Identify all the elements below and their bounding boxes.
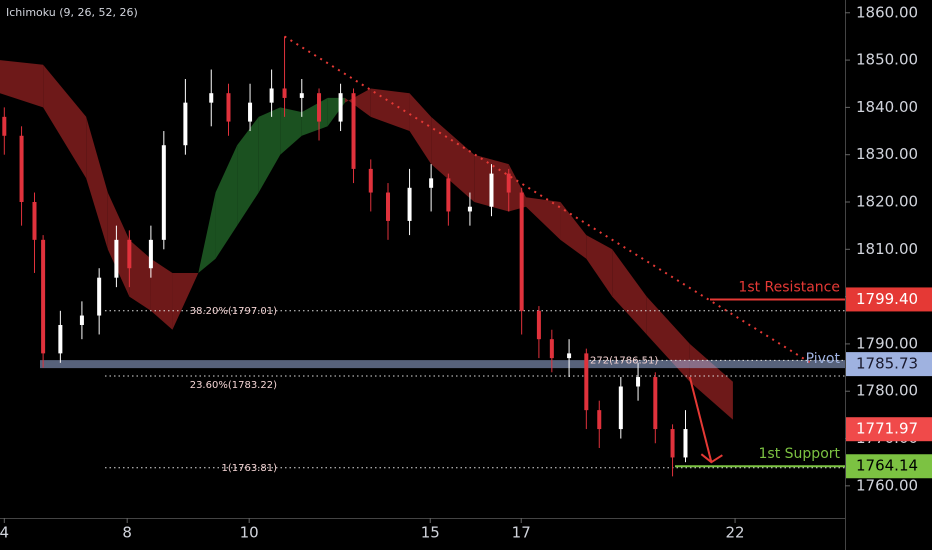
candle-body — [636, 377, 641, 387]
cloud-segment — [129, 239, 151, 311]
level-name: 1st Resistance — [738, 279, 840, 295]
price-tag-label: 1785.73 — [856, 355, 918, 373]
price-tag — [846, 454, 932, 479]
fib-label: 1(1763.81) — [221, 463, 277, 474]
y-tick-label: 1860.00 — [856, 3, 918, 21]
candle-body — [618, 386, 623, 430]
fib-label: 23.60%(1783.22) — [190, 380, 277, 391]
candle-body — [386, 192, 391, 221]
candle-body — [683, 429, 688, 458]
cloud-segment — [215, 145, 238, 259]
y-tick-label: 1830.00 — [856, 145, 918, 163]
candle-body — [97, 277, 102, 316]
level-name: Pivot — [806, 351, 841, 367]
trend-line — [284, 35, 812, 364]
x-tick-label: 22 — [726, 524, 745, 542]
candle-body — [597, 410, 602, 430]
candle-body — [114, 239, 119, 278]
y-tick-label: 1790.00 — [856, 334, 918, 352]
cloud-segment — [43, 64, 87, 179]
cloud-segment — [431, 116, 475, 202]
fib-label: 272(1786.51) — [590, 355, 658, 366]
cloud-segment — [172, 272, 199, 330]
arrow-shaft — [688, 376, 713, 463]
cloud-segment — [370, 88, 410, 132]
cloud-segment — [409, 93, 432, 165]
x-tick-label: 8 — [122, 524, 132, 542]
y-tick-label: 1780.00 — [856, 382, 918, 400]
candle-body — [429, 178, 434, 188]
candle-body — [506, 173, 511, 193]
cloud-segment — [344, 88, 371, 117]
arrow-head — [700, 453, 723, 464]
candle-body — [79, 315, 84, 325]
candle-body — [127, 239, 132, 269]
cloud-segment — [86, 116, 108, 250]
price-tag — [846, 352, 932, 377]
x-tick-label: 17 — [512, 524, 531, 542]
cloud-segment — [560, 201, 587, 259]
cloud-segment — [301, 97, 328, 136]
candle-body — [670, 429, 675, 458]
cloud-segment — [280, 107, 302, 155]
cloud-segment — [237, 116, 259, 226]
cloud-segment — [0, 60, 44, 108]
candle-body — [58, 324, 63, 354]
last-price-label: 1771.97 — [856, 420, 918, 438]
candle-body — [489, 173, 494, 207]
candle-body — [368, 168, 373, 193]
price-tag-label: 1764.14 — [856, 457, 918, 475]
y-tick-label: 1840.00 — [856, 98, 918, 116]
candle-body — [467, 206, 472, 212]
candle-body — [567, 353, 572, 359]
cloud-segment — [107, 192, 130, 297]
candle-body — [299, 93, 304, 98]
last-price-tag — [846, 417, 932, 442]
y-tick-label: 1850.00 — [856, 51, 918, 69]
candle-body — [19, 135, 24, 202]
cloud-segment — [586, 235, 613, 297]
candle-body — [351, 93, 356, 169]
cloud-segment — [198, 192, 216, 273]
candle-body — [161, 145, 166, 240]
cloud-segment — [612, 249, 647, 335]
candle-body — [536, 310, 541, 340]
candle-body — [584, 353, 589, 411]
candle-body — [549, 339, 554, 359]
candle-body — [32, 201, 37, 240]
candle-body — [317, 93, 322, 122]
indicator-title: Ichimoku (9, 26, 52, 26) — [6, 6, 138, 19]
candle-body — [282, 88, 287, 98]
candle-body — [269, 88, 274, 103]
y-tick-label: 1820.00 — [856, 192, 918, 210]
x-tick-label: 4 — [0, 524, 9, 542]
candle-body — [653, 377, 658, 430]
fib-label: 38.20%(1797.01) — [190, 306, 277, 317]
candle-body — [2, 116, 7, 136]
cloud-segment — [150, 258, 173, 330]
candle-body — [209, 93, 214, 103]
candle-body — [519, 192, 524, 311]
candle-body — [338, 93, 343, 122]
x-tick-label: 15 — [421, 524, 440, 542]
y-tick-label: 1760.00 — [856, 476, 918, 494]
pivot-zone — [40, 360, 845, 369]
y-tick-label: 1810.00 — [856, 240, 918, 258]
cloud-segment — [525, 197, 561, 240]
candle-body — [248, 102, 253, 122]
candle-body — [226, 93, 231, 122]
candle-body — [407, 187, 412, 221]
candle-body — [183, 102, 188, 146]
level-name: 1st Support — [759, 446, 841, 462]
candle-body — [41, 239, 46, 354]
candle-body — [446, 178, 451, 212]
cloud-segment — [258, 107, 281, 193]
candle-body — [148, 239, 153, 269]
x-tick-label: 10 — [240, 524, 259, 542]
price-tag — [846, 287, 932, 312]
price-tag-label: 1799.40 — [856, 290, 918, 308]
